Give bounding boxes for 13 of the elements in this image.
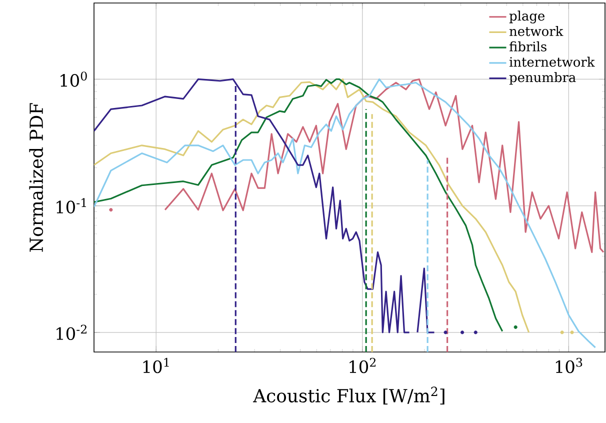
legend-label: plage [509, 10, 544, 24]
y-tick-label: 10$^{0}$ [60, 72, 87, 87]
y-axis-title: Normalized PDF [29, 103, 44, 252]
x-tick-label: 10$^{2}$ [350, 358, 376, 374]
y-tick-label: 10$^{-1}$ [56, 198, 86, 214]
x-axis-title: Acoustic Flux [W/m$^{2}$] [253, 386, 444, 405]
y-tick-label: 10$^{-2}$ [56, 324, 86, 340]
legend-label: network [510, 26, 564, 36]
x-tick-label: 10$^{1}$ [143, 358, 169, 374]
legend-label: internetwork [510, 56, 595, 67]
legend-label: penumbra [509, 72, 576, 85]
x-tick-label: 10$^{3}$ [556, 358, 582, 374]
legend-label: fibrils [510, 41, 546, 52]
